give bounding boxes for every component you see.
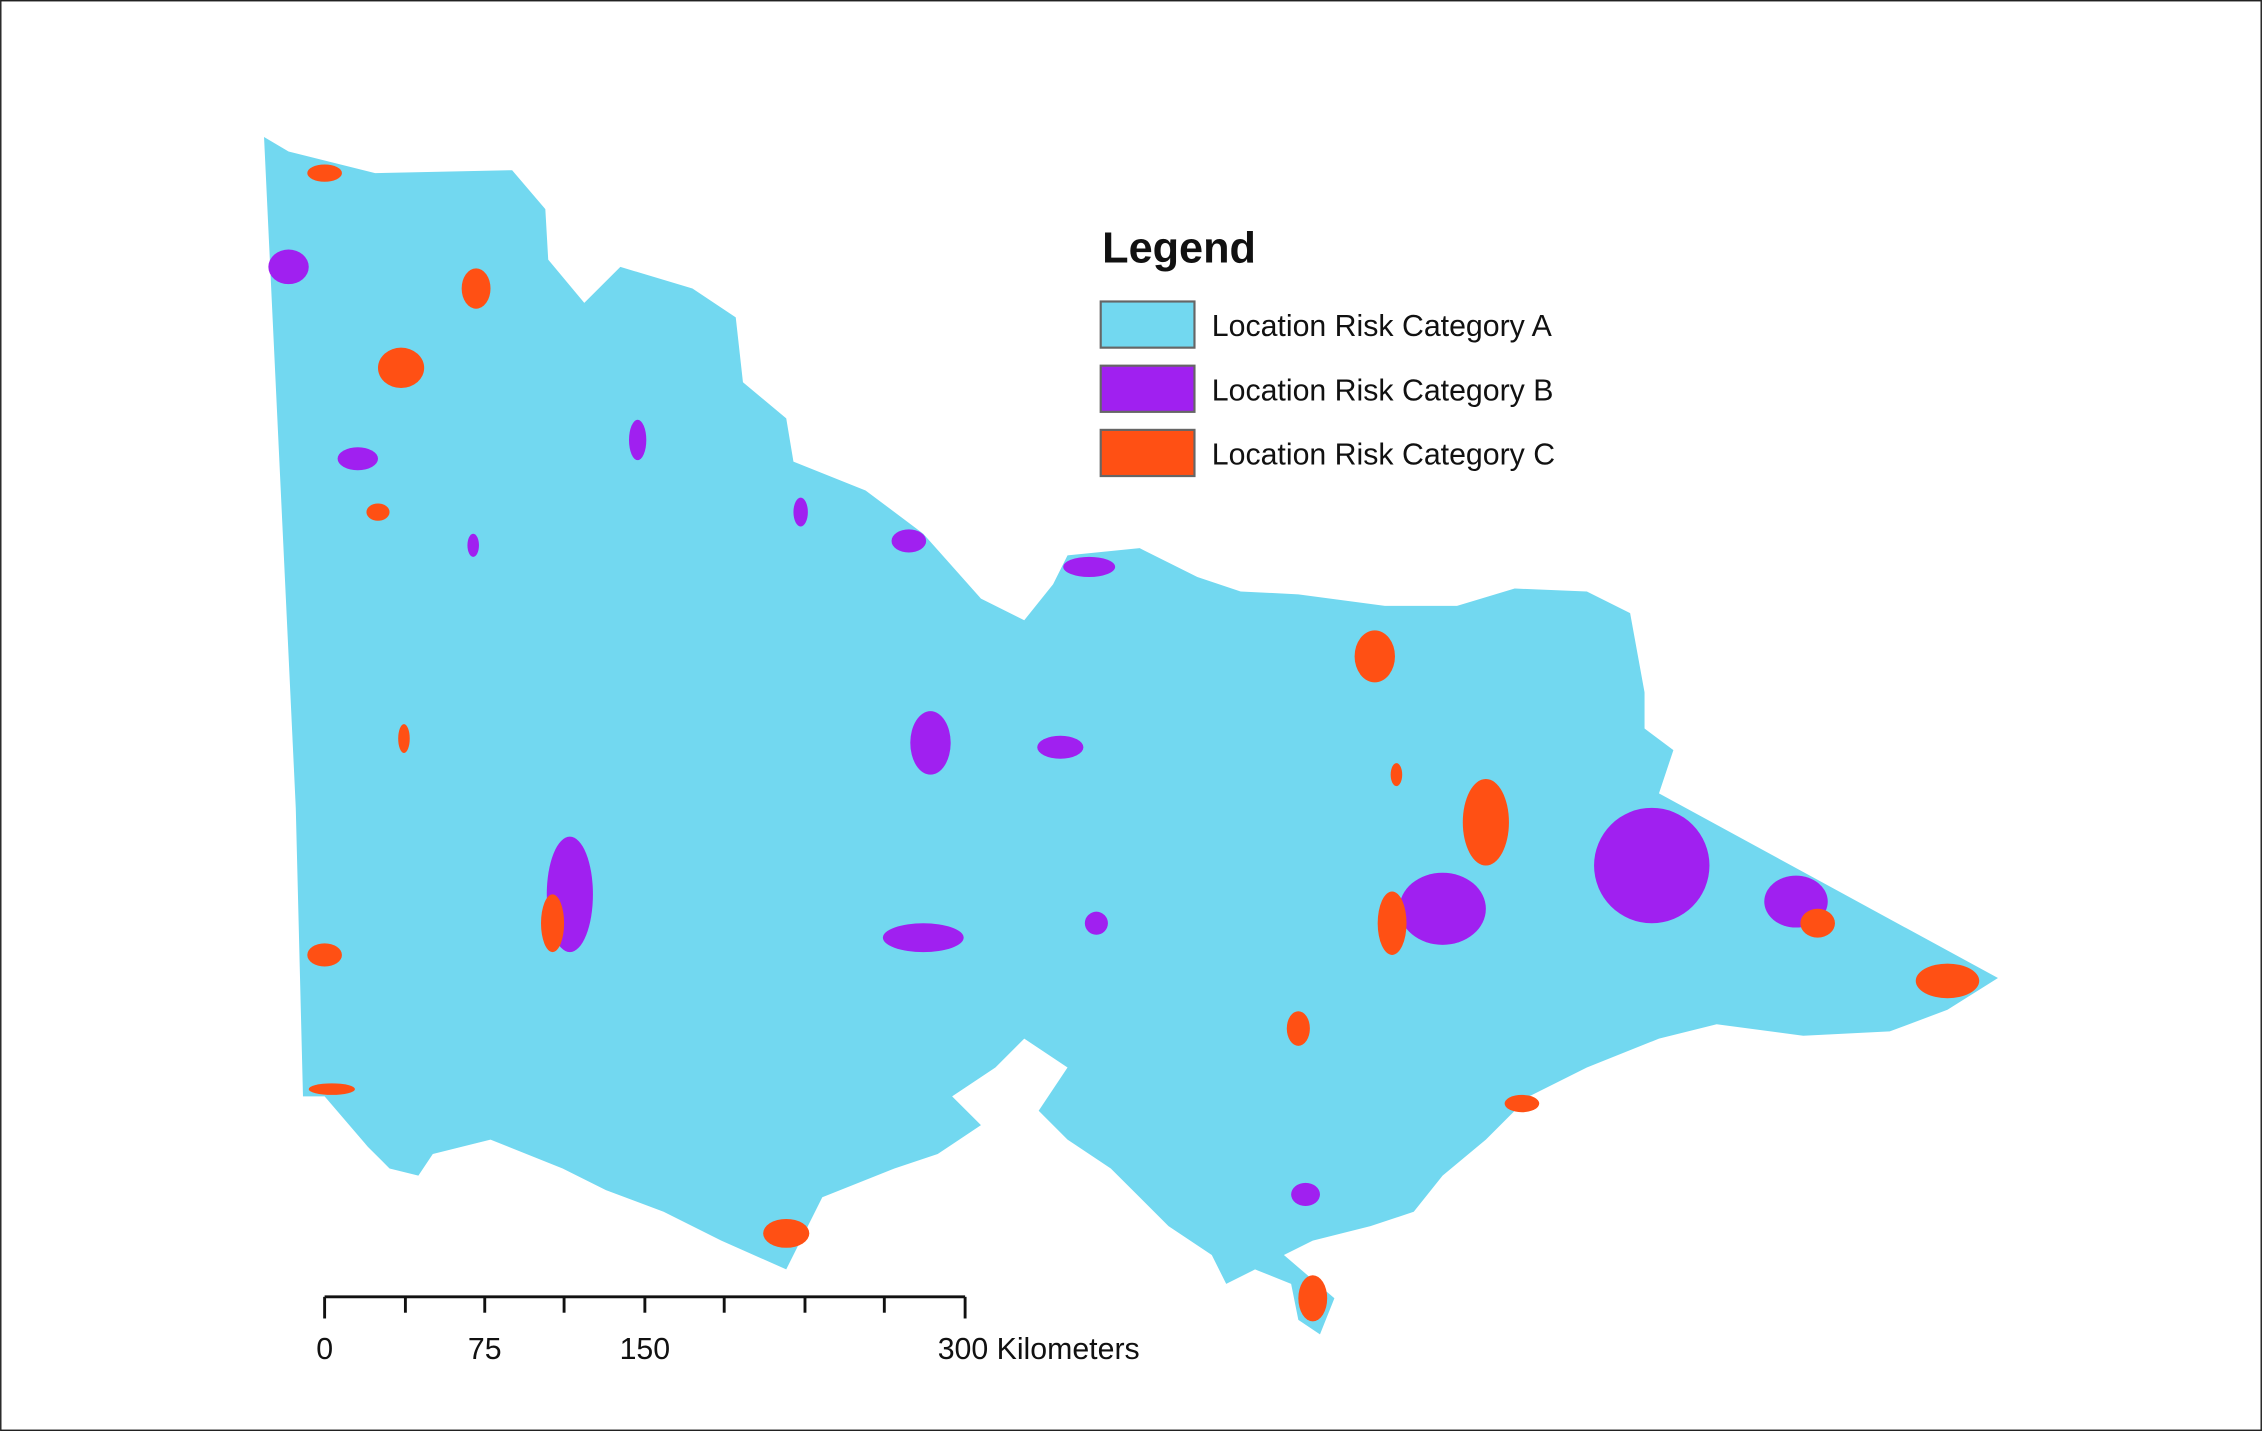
region-shape (264, 137, 1998, 1335)
legend-label: Location Risk Category A (1212, 310, 1553, 343)
scale-label: 300 Kilometers (938, 1333, 1140, 1366)
scale-label: 150 (620, 1333, 671, 1366)
legend: Location Risk Category A Location Risk Ca… (1099, 300, 1555, 478)
legend-label: Location Risk Category B (1212, 374, 1554, 407)
risk-patches-c (307, 164, 1980, 1322)
legend-title: Legend (1102, 225, 1256, 273)
scale-label: 75 (468, 1333, 502, 1366)
legend-swatch (1099, 364, 1196, 413)
legend-swatch (1099, 428, 1196, 478)
scale-label: 0 (316, 1333, 333, 1366)
legend-label: Location Risk Category C (1212, 438, 1555, 471)
scale-bar (323, 1295, 967, 1319)
risk-patches-b (268, 249, 1828, 1206)
legend-swatch (1099, 300, 1196, 349)
